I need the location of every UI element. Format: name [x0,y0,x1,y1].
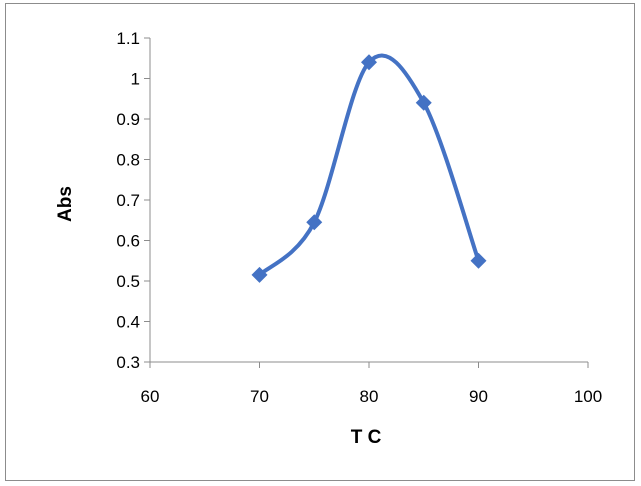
chart-frame [5,3,635,481]
y-tick-label: 0.6 [116,232,140,251]
y-tick-label: 1.1 [116,29,140,48]
y-tick-label: 0.8 [116,151,140,170]
y-tick-label: 0.4 [116,313,140,332]
y-axis-title: Abs [55,186,76,222]
y-axis-ticks: 0.3 0.4 0.5 0.6 0.7 0.8 0.9 1 1.1 [116,29,150,372]
x-axis-title: T C [351,427,382,448]
y-tick-label: 1 [131,70,140,89]
axes [149,38,588,363]
y-tick-label: 0.3 [116,353,140,372]
x-tick-label: 70 [250,387,269,406]
x-tick-label: 90 [469,387,488,406]
x-tick-label: 60 [141,387,160,406]
series-line [257,53,481,277]
data-point-marker [251,266,268,283]
y-tick-label: 0.5 [116,272,140,291]
data-point-marker [415,94,432,111]
data-point-marker [361,54,377,71]
data-point-marker [306,214,323,231]
x-tick-label: 80 [360,387,379,406]
x-tick-label: 100 [574,387,602,406]
y-tick-label: 0.9 [116,110,140,129]
x-axis-ticks: 60 70 80 90 100 [141,362,602,406]
series-layer [251,53,487,283]
data-point-marker [470,252,487,269]
y-tick-label: 0.7 [116,191,140,210]
